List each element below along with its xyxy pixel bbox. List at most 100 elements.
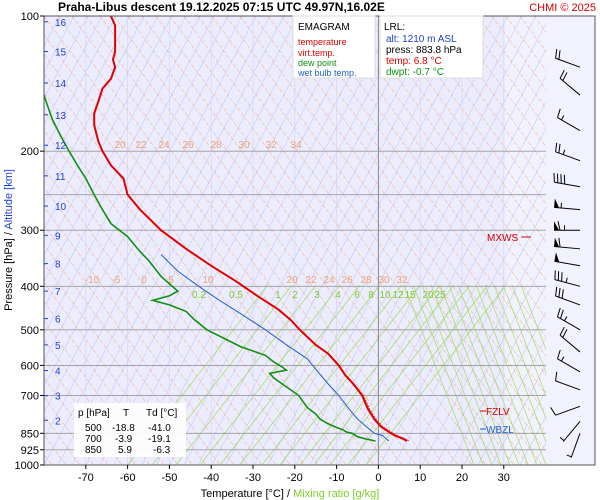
dry-adiabat-line <box>44 263 193 465</box>
dry-adiabat-line <box>44 148 277 465</box>
x-tick-label: -20 <box>287 472 303 484</box>
skew-isotherm-line <box>435 258 546 465</box>
mixing-ratio-label: 10 <box>379 290 391 301</box>
skew-isotherm-line <box>44 16 257 414</box>
wind-barb <box>554 221 580 231</box>
mixing-ratio-label: 0.5 <box>229 290 243 301</box>
y-tick-label: 600 <box>21 360 39 372</box>
wind-barb <box>559 69 581 96</box>
dry-adiabat-line <box>351 16 546 281</box>
isotherm-label: 20 <box>114 140 126 151</box>
lrl-pressure: press: 883.8 hPa <box>386 45 462 56</box>
wind-barb <box>553 172 581 188</box>
summary-table-background <box>74 403 186 457</box>
x-tick-label: -60 <box>120 472 136 484</box>
dry-adiabat-line <box>337 16 546 300</box>
skew-isotherm-line <box>71 16 313 465</box>
altitude-tick-label: 5 <box>55 341 61 352</box>
skew-isotherm-line <box>141 16 383 465</box>
y-axis-label: Pressure [hPa] / Altitude [km] <box>3 169 15 311</box>
wind-barb <box>559 326 581 353</box>
skew-isotherm-line <box>113 16 355 465</box>
skew-isotherm-line <box>44 16 103 126</box>
skew-isotherm-line <box>44 16 173 257</box>
fzlv-label: FZLV <box>486 407 510 418</box>
dry-adiabat-line <box>44 205 235 465</box>
isotherm-label: 30 <box>378 275 390 286</box>
altitude-tick-label: 6 <box>55 315 61 326</box>
isotherm-labels: 20 22 24 26 28 30 32 34-10 -5 0 5 10 20 22 24 26 28 30 320… <box>85 140 446 301</box>
y-tick-label: 925 <box>21 445 39 457</box>
mixing-ratio-line <box>365 284 507 465</box>
copyright-label: CHMI © 2025 <box>529 2 596 14</box>
dry-adiabat-line <box>85 16 417 465</box>
wind-barb <box>550 405 581 416</box>
skew-isotherm-line <box>491 363 546 465</box>
lrl-background <box>379 15 484 79</box>
dry-adiabat-line <box>253 16 546 414</box>
dry-adiabat-line <box>44 301 165 465</box>
wind-barb <box>566 433 581 458</box>
x-tick-label: 20 <box>456 472 468 484</box>
lrl-temperature: temp: 6.8 °C <box>386 56 442 67</box>
dry-adiabat-line <box>44 16 375 465</box>
mixing-ratio-line <box>421 284 493 465</box>
skew-isotherm-line <box>155 16 397 465</box>
x-tick-label: 30 <box>498 472 510 484</box>
skew-isotherm-line <box>197 16 439 465</box>
wind-barb <box>554 237 581 250</box>
mixing-ratio-line <box>403 284 475 465</box>
skew-isotherm-line <box>44 16 117 152</box>
mixing-ratio-line <box>484 284 546 443</box>
mixing-ratio-line <box>448 284 520 465</box>
table-cell: -41.0 <box>148 423 171 434</box>
y-axis-label-pressure: Pressure [hPa] <box>3 238 15 311</box>
mixing-ratio-label: 4 <box>335 290 341 301</box>
skew-isotherm-line <box>323 49 546 465</box>
isotherm-label: 22 <box>135 140 147 151</box>
wind-barb <box>554 270 581 287</box>
skew-isotherm-line <box>44 16 243 388</box>
skew-isotherm-line <box>44 16 131 178</box>
table-header-td: Td [°C] <box>146 408 177 419</box>
isotherm-label: 32 <box>265 140 277 151</box>
x-tick-label: 10 <box>414 472 426 484</box>
skew-isotherm-line <box>127 16 369 465</box>
series-temperature-line <box>93 16 408 442</box>
wind-barb <box>555 371 581 391</box>
skew-isotherm-line <box>183 16 425 465</box>
legend-temperature: temperature <box>298 37 347 47</box>
y-tick-label: 400 <box>21 281 39 293</box>
dry-adiabat-line <box>407 16 546 205</box>
dry-adiabat-line <box>44 358 123 465</box>
mixing-ratio-line <box>520 284 546 351</box>
dry-adiabat-line <box>477 16 546 110</box>
dry-adiabat-line <box>44 167 263 465</box>
isotherm-label: 30 <box>238 140 250 151</box>
dry-adiabat-line <box>44 34 361 465</box>
dry-adiabat-line <box>183 16 515 465</box>
mixing-ratio-line <box>430 284 502 465</box>
mixing-ratio-label: 20 <box>422 290 434 301</box>
isotherm-label: 32 <box>396 275 408 286</box>
mxws-label: MXWS <box>487 233 518 244</box>
mixing-ratio-label: 0.2 <box>192 290 206 301</box>
altitude-tick-label: 12 <box>55 141 67 152</box>
skew-isotherm-line <box>281 16 523 465</box>
skew-isotherm-line <box>44 16 229 361</box>
chart-title: Praha-Libus descent 19.12.2025 07:15 UTC… <box>58 0 385 14</box>
x-tick-label: -10 <box>329 472 345 484</box>
dry-adiabat-line <box>379 16 546 243</box>
mixing-ratio-line <box>511 284 546 374</box>
skew-isotherm-line <box>393 179 546 465</box>
y-tick-label: 200 <box>21 146 39 158</box>
dry-adiabat-line <box>44 110 305 465</box>
mixing-ratio-line <box>313 284 455 465</box>
altitude-tick-label: 3 <box>55 392 61 403</box>
isotherm-label: 34 <box>290 140 302 151</box>
legend-dew-point: dew point <box>298 58 337 68</box>
x-tick-label: -40 <box>203 472 219 484</box>
skew-isotherm-line <box>253 16 495 465</box>
x-tick-label: -70 <box>78 472 94 484</box>
summary-table: p [hPa] T Td [°C] 500 -18.8 -41.0 700 -3… <box>74 403 186 457</box>
